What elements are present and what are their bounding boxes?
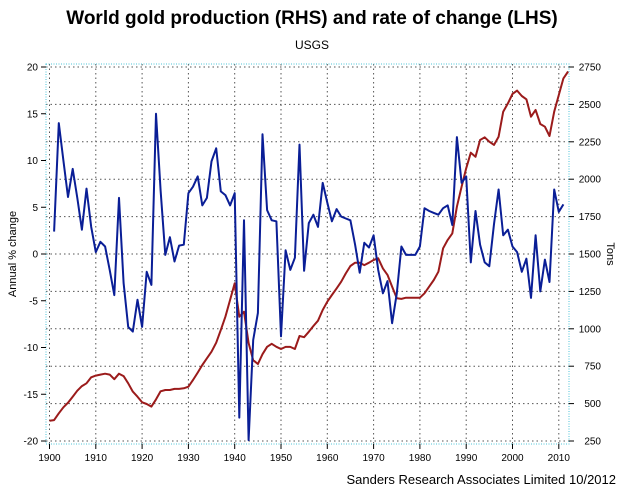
right-tick-label: 2250 (579, 137, 602, 148)
x-tick-label: 2010 (548, 453, 571, 464)
left-tick-label: -20 (24, 437, 39, 448)
x-tick-label: 2000 (501, 453, 524, 464)
left-tick-label: 0 (32, 250, 38, 261)
left-axis-label: Annual % change (7, 211, 19, 297)
x-tick-label: 1930 (177, 453, 200, 464)
x-tick-label: 1990 (455, 453, 478, 464)
right-tick-label: 2750 (579, 63, 602, 74)
right-tick-label: 2500 (579, 100, 602, 111)
x-axis: 1900 1910 1920 1930 1940 1950 1960 1970 1980 1990… (38, 444, 570, 464)
x-tick-label: 1920 (131, 453, 154, 464)
left-tick-label: 5 (32, 203, 38, 214)
credit-text: Sanders Research Associates Limited 10/2… (346, 472, 616, 487)
x-tick-label: 1970 (362, 453, 385, 464)
right-tick-label: 1250 (579, 287, 602, 298)
left-tick-label: -5 (29, 296, 38, 307)
left-y-axis: -20 -15 -10 -5 0 5 10 15 20 (24, 63, 46, 448)
grid (46, 64, 569, 444)
x-tick-label: 1950 (270, 453, 293, 464)
right-tick-label: 1000 (579, 324, 602, 335)
left-tick-label: 20 (27, 63, 39, 74)
left-tick-label: -15 (24, 390, 39, 401)
right-tick-label: 2000 (579, 175, 602, 186)
chart-subtitle: USGS (295, 38, 329, 52)
left-tick-label: 15 (27, 109, 39, 120)
production-line (49, 70, 569, 422)
x-tick-label: 1910 (85, 453, 108, 464)
right-tick-label: 1750 (579, 212, 602, 223)
series (49, 70, 569, 442)
right-tick-label: 750 (584, 362, 601, 373)
x-tick-label: 1940 (224, 453, 247, 464)
x-tick-label: 1960 (316, 453, 339, 464)
x-tick-label: 1980 (409, 453, 432, 464)
right-axis-label: Tons (604, 242, 616, 266)
chart-title: World gold production (RHS) and rate of … (66, 8, 558, 29)
rate-of-change-line (53, 112, 565, 442)
x-tick-label: 1900 (38, 453, 61, 464)
right-tick-label: 1500 (579, 250, 602, 261)
right-tick-label: 500 (584, 399, 601, 410)
left-tick-label: 10 (27, 156, 39, 167)
right-tick-label: 250 (584, 437, 601, 448)
right-y-axis: 250 500 750 1000 1250 1500 1750 2000 2250 2500 275… (569, 63, 601, 448)
left-tick-label: -10 (24, 343, 39, 354)
